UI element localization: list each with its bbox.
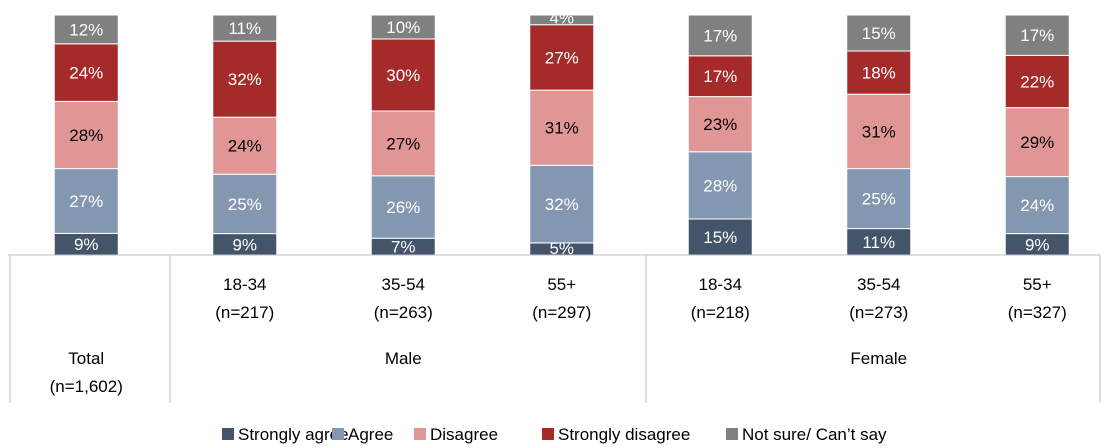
category-n-1: (n=1,602) bbox=[50, 377, 123, 396]
bar-agree-4 bbox=[529, 164, 595, 244]
bar-disagree-4 bbox=[529, 89, 595, 166]
bar-disagree-5 bbox=[687, 96, 753, 153]
bar-agree-6 bbox=[846, 168, 912, 230]
data-label-strongly-disagree-5: 17% bbox=[703, 67, 737, 86]
bar-disagree-6 bbox=[846, 93, 912, 170]
bar-strongly-disagree-1 bbox=[53, 43, 119, 102]
bar-disagree-3 bbox=[370, 110, 436, 177]
bar-not-sure-can-t-say-7 bbox=[1004, 14, 1070, 56]
data-label-agree-4: 32% bbox=[545, 195, 579, 214]
category-n-3: (n=263) bbox=[374, 303, 433, 322]
legend-label-agree: Agree bbox=[348, 425, 393, 444]
data-label-agree-5: 28% bbox=[703, 176, 737, 195]
data-label-agree-3: 26% bbox=[386, 198, 420, 217]
bar-strongly-disagree-4 bbox=[529, 24, 595, 91]
category-n-5: (n=218) bbox=[691, 303, 750, 322]
bar-not-sure-can-t-say-3 bbox=[370, 14, 436, 40]
data-label-disagree-4: 31% bbox=[545, 119, 579, 138]
category-label-1: Total bbox=[68, 349, 104, 368]
bar-strongly-disagree-2 bbox=[212, 40, 278, 118]
data-label-strongly-agree-4: 5% bbox=[549, 239, 574, 258]
legend-label-strongly-agree: Strongly agree bbox=[238, 425, 349, 444]
legend: Strongly agree Agree Disagree Strongly disa… bbox=[222, 425, 887, 444]
legend-swatch-strongly-agree bbox=[222, 428, 234, 440]
data-label-not-sure-can-t-say-7: 17% bbox=[1020, 26, 1054, 45]
legend-swatch-not-sure-can-t-say bbox=[726, 428, 738, 440]
data-label-strongly-disagree-4: 27% bbox=[545, 48, 579, 67]
data-label-strongly-agree-6: 11% bbox=[862, 233, 895, 252]
category-label-7: 55+ bbox=[1023, 275, 1052, 294]
bar-agree-7 bbox=[1004, 176, 1070, 235]
data-label-disagree-7: 29% bbox=[1020, 133, 1054, 152]
group-label-female: Female bbox=[850, 349, 907, 368]
category-table: Total (n=1,602) 18-34 (n=217) 35-54 (n=263) 55… bbox=[8, 254, 1101, 403]
legend-swatch-agree bbox=[332, 428, 344, 440]
data-label-strongly-disagree-6: 18% bbox=[862, 64, 896, 83]
bar-not-sure-can-t-say-2 bbox=[212, 14, 278, 42]
bar-agree-2 bbox=[212, 173, 278, 235]
bar-strongly-disagree-5 bbox=[687, 55, 753, 98]
data-label-strongly-agree-1: 9% bbox=[74, 235, 99, 254]
bar-not-sure-can-t-say-4 bbox=[529, 14, 595, 26]
data-label-agree-1: 27% bbox=[69, 192, 103, 211]
legend-swatch-disagree bbox=[414, 428, 426, 440]
data-label-not-sure-can-t-say-5: 17% bbox=[703, 26, 737, 45]
data-label-agree-6: 25% bbox=[862, 190, 896, 209]
category-label-6: 35-54 bbox=[857, 275, 900, 294]
group-label-male: Male bbox=[385, 349, 422, 368]
data-label-disagree-1: 28% bbox=[69, 126, 103, 145]
category-label-4: 55+ bbox=[547, 275, 576, 294]
bar-not-sure-can-t-say-1 bbox=[53, 14, 119, 45]
data-label-disagree-2: 24% bbox=[228, 137, 262, 156]
bar-disagree-2 bbox=[212, 116, 278, 175]
data-label-strongly-disagree-1: 24% bbox=[69, 64, 103, 83]
bar-strongly-agree-6 bbox=[846, 228, 912, 256]
legend-swatch-strongly-disagree bbox=[542, 428, 554, 440]
bar-agree-3 bbox=[370, 175, 436, 239]
data-label-strongly-agree-3: 7% bbox=[391, 238, 416, 257]
category-n-6: (n=273) bbox=[849, 303, 908, 322]
bar-strongly-disagree-7 bbox=[1004, 54, 1070, 109]
category-label-2: 18-34 bbox=[223, 275, 266, 294]
data-label-agree-7: 24% bbox=[1020, 196, 1054, 215]
bar-disagree-7 bbox=[1004, 107, 1070, 178]
category-n-7: (n=327) bbox=[1008, 303, 1067, 322]
bar-agree-1 bbox=[53, 168, 119, 234]
data-label-disagree-6: 31% bbox=[862, 122, 896, 141]
data-label-disagree-3: 27% bbox=[386, 134, 420, 153]
category-n-4: (n=297) bbox=[532, 303, 591, 322]
category-label-3: 35-54 bbox=[382, 275, 425, 294]
data-label-not-sure-can-t-say-1: 12% bbox=[69, 20, 103, 39]
data-label-not-sure-can-t-say-3: 10% bbox=[386, 18, 420, 37]
data-label-disagree-5: 23% bbox=[703, 115, 737, 134]
legend-label-strongly-disagree: Strongly disagree bbox=[558, 425, 690, 444]
category-label-5: 18-34 bbox=[699, 275, 742, 294]
bar-agree-5 bbox=[687, 151, 753, 220]
legend-label-disagree: Disagree bbox=[430, 425, 498, 444]
legend-label-not-sure-can-t-say: Not sure/ Can’t say bbox=[742, 425, 887, 444]
data-label-strongly-agree-2: 9% bbox=[232, 235, 257, 254]
data-label-not-sure-can-t-say-4: 4% bbox=[549, 9, 574, 28]
data-label-strongly-disagree-3: 30% bbox=[386, 66, 420, 85]
bar-not-sure-can-t-say-6 bbox=[846, 14, 912, 52]
data-label-not-sure-can-t-say-2: 11% bbox=[228, 19, 261, 38]
bars-layer: 9% 27% 28% 24% 12% 9% 25% 24% 32% 11% 7% 26% 27% 30% 1… bbox=[53, 9, 1070, 258]
data-label-not-sure-can-t-say-6: 15% bbox=[862, 24, 896, 43]
data-label-agree-2: 25% bbox=[228, 195, 262, 214]
data-label-strongly-agree-5: 15% bbox=[703, 228, 737, 247]
data-label-strongly-disagree-7: 22% bbox=[1020, 73, 1054, 92]
bar-not-sure-can-t-say-5 bbox=[687, 14, 753, 57]
data-label-strongly-agree-7: 9% bbox=[1025, 235, 1050, 254]
bar-strongly-disagree-6 bbox=[846, 50, 912, 95]
data-label-strongly-disagree-2: 32% bbox=[228, 70, 262, 89]
category-n-2: (n=217) bbox=[215, 303, 274, 322]
